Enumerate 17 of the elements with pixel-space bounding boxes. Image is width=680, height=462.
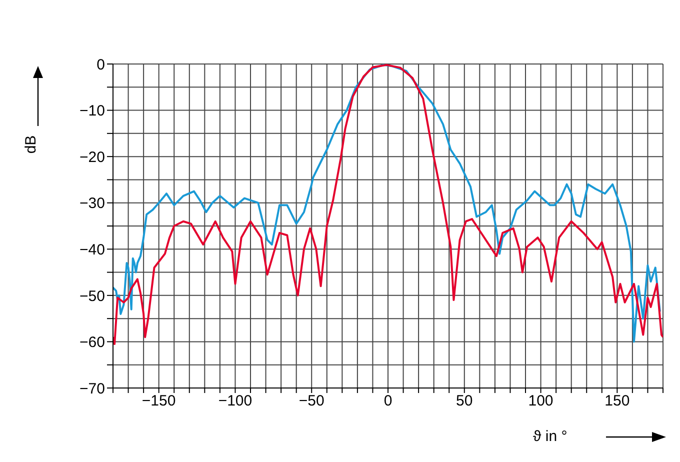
x-tick-label: 50 <box>456 392 473 410</box>
y-tick-label: −20 <box>80 148 105 166</box>
x-tick-label: −150 <box>142 392 176 410</box>
y-axis-title: dB <box>22 135 40 154</box>
y-tick-label: −60 <box>80 334 105 352</box>
x-tick-label: 150 <box>604 392 630 410</box>
y-tick-label: −40 <box>80 241 105 258</box>
x-axis-title: ϑ in ° <box>533 428 568 445</box>
x-tick-label: 100 <box>528 392 554 410</box>
y-tick-label: −70 <box>80 380 105 398</box>
x-tick-label: 0 <box>384 392 392 410</box>
y-tick-label: −30 <box>80 195 105 212</box>
y-tick-label: 0 <box>96 56 105 74</box>
y-tick-label: −10 <box>80 102 105 120</box>
x-tick-label: −100 <box>218 392 252 410</box>
y-tick-label: −50 <box>80 288 105 305</box>
x-tick-label: −50 <box>298 392 324 410</box>
